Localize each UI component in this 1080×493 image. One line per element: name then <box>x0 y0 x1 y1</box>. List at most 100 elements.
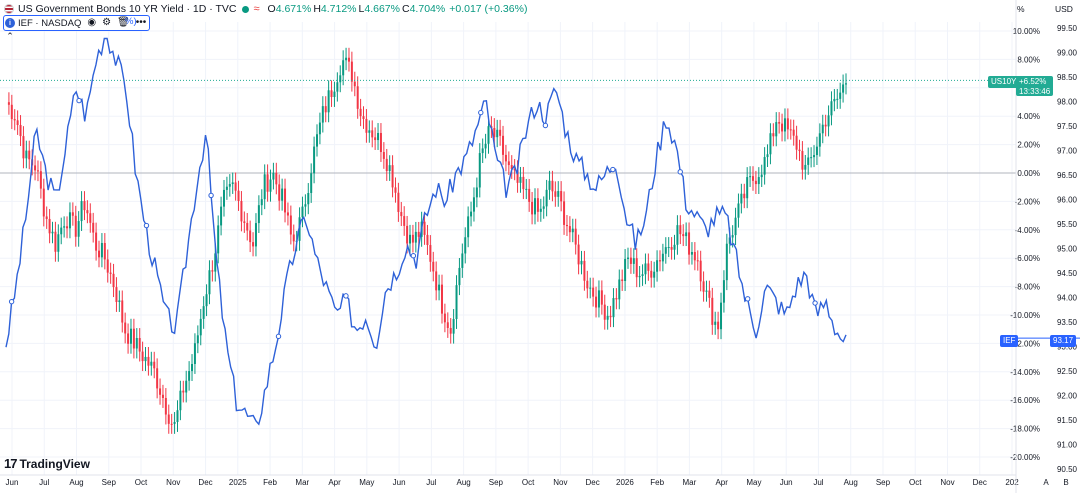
settings-icon[interactable]: ⚙ <box>102 17 112 28</box>
more-icon[interactable]: ••• <box>135 17 147 28</box>
candle-body <box>740 193 743 204</box>
candle-body <box>16 120 19 126</box>
candle-body <box>199 318 202 336</box>
collapse-icon[interactable]: ⌃ <box>6 31 14 41</box>
candle-body <box>676 225 679 245</box>
candle-body <box>318 122 321 135</box>
candle-body <box>440 284 443 314</box>
candle-body <box>467 216 470 238</box>
y-left-tick-label: -14.00% <box>1010 368 1040 377</box>
x-tick-label: Jul <box>39 478 49 487</box>
candle-body <box>25 150 28 159</box>
candle-body <box>525 188 528 190</box>
candle-body <box>74 215 77 237</box>
candle-body <box>499 129 502 136</box>
candle-body <box>66 226 69 229</box>
compare-symbol[interactable]: IEF · NASDAQ <box>18 17 82 29</box>
high-label: H <box>313 3 321 15</box>
candle-body <box>586 280 589 289</box>
candle-body <box>821 124 824 134</box>
candle-body <box>124 322 127 334</box>
tradingview-logo[interactable]: 17 TradingView <box>4 456 90 471</box>
candle-body <box>374 137 377 141</box>
candle-body <box>19 125 22 137</box>
candle-body <box>22 136 25 159</box>
candle-body <box>45 216 48 219</box>
candle-body <box>138 338 141 352</box>
candle-body <box>417 231 420 237</box>
candle-body <box>504 154 507 162</box>
candle-body <box>813 155 816 158</box>
x-tick-label: Sep <box>876 478 891 487</box>
candle-body <box>147 356 150 366</box>
x-tick-label: Jun <box>6 478 19 487</box>
candle-body <box>685 232 688 237</box>
close-label: C <box>402 3 410 15</box>
candle-body <box>222 189 225 207</box>
candle-body <box>714 321 717 325</box>
candle-body <box>39 171 42 189</box>
candle-body <box>827 115 830 127</box>
candle-body <box>362 116 365 119</box>
candle-body <box>798 149 801 152</box>
candle-body <box>371 130 374 138</box>
candle-body <box>92 222 95 233</box>
candle-body <box>763 157 766 175</box>
x-tick-label: Dec <box>198 478 212 487</box>
main-last-tag: +6.52% 13:33:46 <box>1016 76 1054 96</box>
candle-body <box>316 134 319 147</box>
candle-body <box>257 205 260 224</box>
candle-body <box>641 274 644 276</box>
candle-body <box>170 423 173 425</box>
trash-icon[interactable]: 🗑 <box>117 17 130 28</box>
compare-legend[interactable]: i IEF · NASDAQ ◉ ⚙ 🗑 ••• <box>3 15 151 31</box>
candle-body <box>313 146 316 174</box>
y-right-tick-label: 96.50 <box>1057 171 1078 180</box>
candle-body <box>269 179 272 192</box>
candle-body <box>775 122 778 137</box>
candle-body <box>531 201 534 215</box>
x-tick-label: Oct <box>909 478 922 487</box>
candle-body <box>568 226 571 233</box>
candle-body <box>443 313 446 323</box>
x-tick-label: Nov <box>166 478 180 487</box>
candle-body <box>690 252 693 255</box>
candle-body <box>554 191 557 197</box>
candle-body <box>606 315 609 320</box>
candle-body <box>438 284 441 291</box>
candle-body <box>528 188 531 202</box>
candle-body <box>551 180 554 192</box>
candle-body <box>182 390 185 393</box>
log-scale-button: B <box>1063 478 1068 487</box>
x-tick-label: Nov <box>940 478 954 487</box>
candle-body <box>391 165 394 188</box>
x-tick-label: Dec <box>973 478 987 487</box>
candle-body <box>658 260 661 262</box>
candle-body <box>449 327 452 334</box>
candle-body <box>71 212 74 216</box>
candle-body <box>36 170 39 172</box>
y-right-tick-label: 96.00 <box>1057 196 1078 205</box>
candle-body <box>191 364 194 372</box>
candle-body <box>254 223 257 247</box>
candle-body <box>196 335 199 344</box>
currency-label[interactable]: USD <box>1055 4 1073 14</box>
eye-icon[interactable]: ◉ <box>87 17 97 28</box>
candle-body <box>106 259 109 273</box>
candle-body <box>202 306 205 319</box>
x-tick-label: Feb <box>650 478 664 487</box>
symbol-title[interactable]: US Government Bonds 10 YR Yield · 1D · T… <box>18 3 237 15</box>
candle-body <box>632 258 635 264</box>
open-value: 4.671% <box>275 3 312 15</box>
candle-body <box>150 361 153 366</box>
candle-body <box>612 298 615 318</box>
candle-body <box>10 104 13 120</box>
candle-body <box>789 129 792 131</box>
percent-unit-label[interactable]: % <box>1017 4 1025 14</box>
candle-body <box>159 388 162 395</box>
candle-body <box>228 184 231 187</box>
candle-body <box>28 150 31 160</box>
candle-body <box>161 394 164 398</box>
y-left-tick-label: -12.00% <box>1010 339 1040 348</box>
